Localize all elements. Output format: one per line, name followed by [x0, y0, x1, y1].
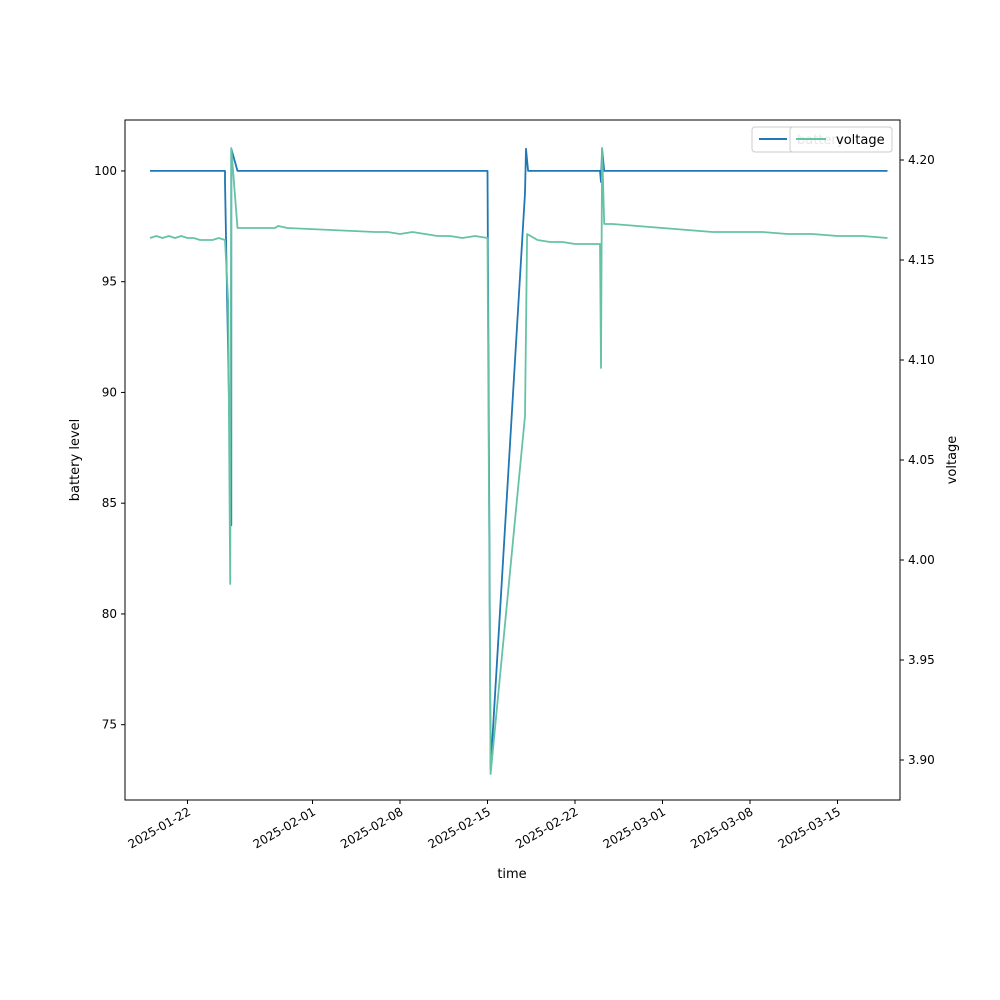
- x-axis: 2025-01-22 2025-02-01 2025-02-08 2025-02-15…: [126, 800, 843, 851]
- y-right-tick-label: 4.15: [908, 253, 935, 267]
- y-axis-right: 3.90 3.95 4.00 4.05 4.10 4.15 4.20: [900, 153, 935, 767]
- x-tick-label: 2025-02-15: [426, 804, 493, 851]
- y-left-tick-label: 90: [102, 385, 117, 399]
- y-left-tick-label: 75: [102, 718, 117, 732]
- y-axis-left-label: battery level: [68, 419, 83, 502]
- x-tick-label: 2025-01-22: [126, 804, 193, 851]
- y-axis-left: 75 80 85 90 95 100: [94, 164, 125, 732]
- legend-right-text: voltage: [836, 133, 885, 148]
- y-left-tick-label: 100: [94, 164, 117, 178]
- y-right-tick-label: 4.20: [908, 153, 935, 167]
- legends: battery voltage: [751, 126, 893, 153]
- legend-right: voltage: [789, 126, 893, 153]
- y-right-tick-label: 4.10: [908, 353, 935, 367]
- legend-right-box: [789, 126, 893, 153]
- y-right-tick-label: 3.90: [908, 753, 935, 767]
- y-right-tick-label: 3.95: [908, 653, 935, 667]
- series-line-battery: [150, 147, 888, 770]
- x-tick-label: 2025-02-08: [338, 804, 405, 851]
- x-tick-label: 2025-03-15: [776, 804, 843, 851]
- x-tick-label: 2025-03-08: [688, 804, 755, 851]
- y-right-tick-label: 4.00: [908, 553, 935, 567]
- series-line-voltage: [149, 147, 888, 775]
- y-right-tick-label: 4.05: [908, 453, 935, 467]
- plot-frame: [124, 119, 901, 801]
- y-axis-right-label: voltage: [945, 436, 960, 485]
- y-left-tick-label: 95: [102, 275, 117, 289]
- y-left-tick-label: 80: [102, 607, 117, 621]
- series-layer: [149, 147, 888, 775]
- x-tick-label: 2025-02-01: [251, 804, 318, 851]
- y-left-tick-label: 85: [102, 496, 117, 510]
- x-tick-label: 2025-03-01: [601, 804, 668, 851]
- x-axis-label: time: [497, 867, 526, 882]
- x-tick-label: 2025-02-22: [513, 804, 580, 851]
